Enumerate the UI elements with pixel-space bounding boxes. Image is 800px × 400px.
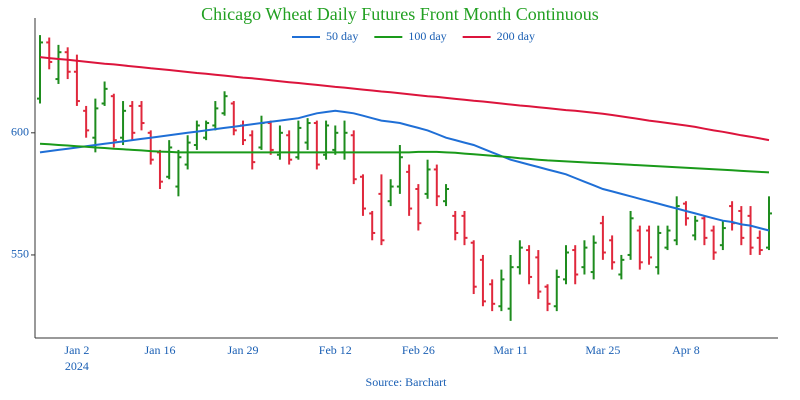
- x-tick-label: Feb 26: [402, 343, 435, 357]
- y-tick-label: 550: [11, 247, 29, 261]
- legend-label: 100 day: [408, 29, 446, 43]
- ma-line: [39, 56, 770, 142]
- x-tick-label: Jan 16: [144, 343, 175, 357]
- x-tick-label: Jan 29: [228, 343, 259, 357]
- x-tick-label: Feb 12: [319, 343, 352, 357]
- ma-line: [39, 109, 770, 232]
- source-note: Source: Barchart: [366, 375, 448, 389]
- legend-label: 200 day: [497, 29, 535, 43]
- legend-label: 50 day: [326, 29, 358, 43]
- x-tick-label: Apr 8: [672, 343, 700, 357]
- x-tick-label: Mar 25: [585, 343, 620, 357]
- y-tick-label: 600: [11, 125, 29, 139]
- x-tick-label: Mar 11: [493, 343, 528, 357]
- year-label: 2024: [65, 359, 89, 373]
- ma-line: [39, 142, 770, 174]
- x-tick-label: Jan 2: [64, 343, 89, 357]
- chart-title: Chicago Wheat Daily Futures Front Month …: [201, 4, 599, 24]
